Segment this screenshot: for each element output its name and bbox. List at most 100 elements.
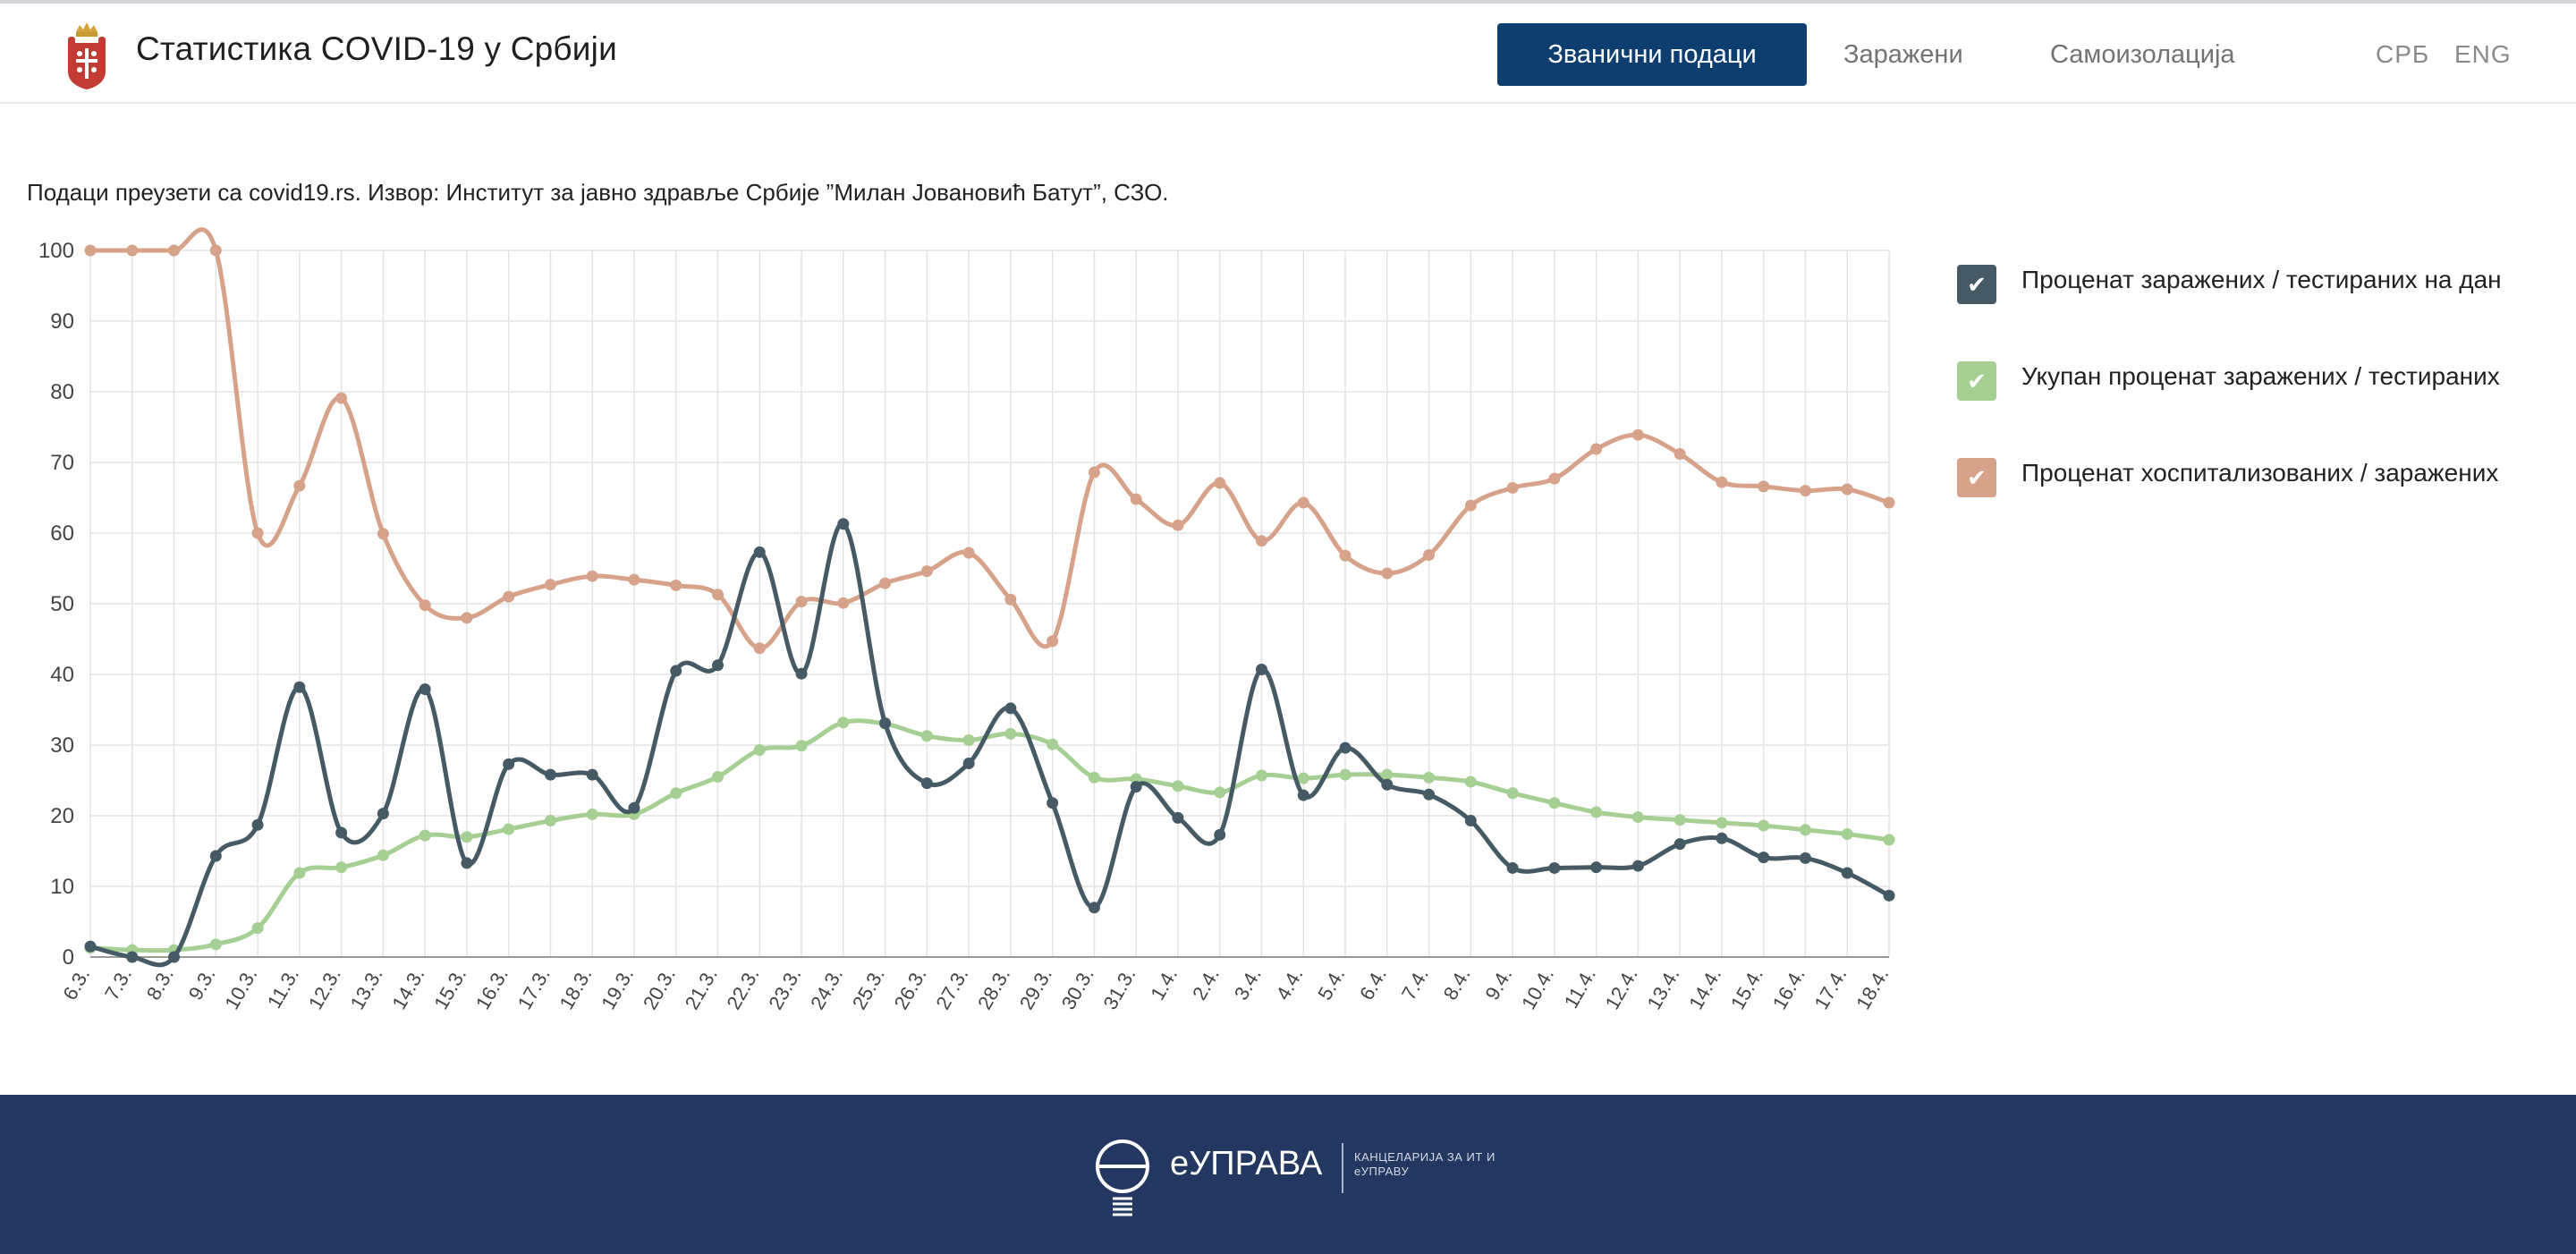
data-point: [962, 733, 975, 746]
x-tick-label: 17.4.: [1809, 964, 1851, 1013]
data-point: [377, 849, 389, 861]
data-point: [879, 717, 892, 730]
x-tick-label: 11.3.: [263, 964, 303, 1012]
euprava-logo[interactable]: еУПРАВА КАНЦЕЛАРИЈА ЗА ИТ И еУПРАВУ: [1091, 1131, 1495, 1220]
data-point: [1464, 499, 1477, 512]
data-point: [335, 392, 348, 404]
data-point: [1046, 797, 1059, 809]
checkbox-checked-icon[interactable]: ✔: [1957, 458, 1996, 497]
nav-link-infected[interactable]: Заражени: [1843, 40, 1963, 69]
data-point: [1339, 549, 1352, 562]
x-tick-label: 14.3.: [387, 964, 428, 1013]
data-point: [1130, 781, 1142, 793]
data-point: [1548, 797, 1561, 809]
logo-divider: [1342, 1143, 1343, 1193]
data-point: [503, 590, 515, 603]
data-point: [419, 829, 431, 842]
serbia-coat-of-arms-logo[interactable]: [64, 20, 109, 91]
data-point: [1841, 867, 1853, 879]
data-point: [1046, 738, 1059, 750]
data-point: [1464, 775, 1477, 788]
x-tick-label: 27.3.: [931, 964, 972, 1013]
data-point: [1799, 824, 1811, 836]
data-point: [84, 940, 97, 953]
x-tick-label: 8.4.: [1439, 964, 1475, 1004]
data-point: [377, 528, 389, 540]
lang-eng-link[interactable]: ENG: [2454, 40, 2512, 68]
data-point: [1674, 448, 1686, 461]
data-point: [1799, 485, 1811, 497]
data-point: [1758, 819, 1770, 832]
x-tick-label: 17.3.: [513, 964, 555, 1013]
data-point: [1590, 861, 1603, 874]
data-point: [377, 808, 389, 820]
x-tick-label: 23.3.: [764, 964, 805, 1013]
data-point: [670, 665, 682, 677]
legend-item-total-positive-rate[interactable]: ✔ Укупан проценат заражених / тестираних: [1957, 358, 2547, 454]
data-point: [628, 801, 640, 814]
x-tick-label: 16.4.: [1768, 964, 1809, 1013]
y-tick-label: 30: [50, 733, 74, 758]
data-point: [1548, 861, 1561, 874]
legend-item-daily-positive-rate[interactable]: ✔ Проценат заражених / тестираних на дан: [1957, 261, 2547, 358]
legend-label: Укупан проценат заражених / тестираних: [2021, 362, 2500, 390]
data-point: [1297, 772, 1309, 784]
data-point: [1423, 548, 1436, 561]
data-point: [461, 857, 473, 869]
x-tick-label: 20.3.: [639, 964, 680, 1013]
data-point: [1590, 806, 1603, 818]
legend-item-hospitalized-rate[interactable]: ✔ Проценат хоспитализованих / заражених: [1957, 454, 2547, 551]
top-navbar: Статистика COVID-19 у Србији Званични по…: [0, 4, 2576, 104]
x-tick-label: 3.4.: [1230, 964, 1266, 1004]
x-tick-label: 9.4.: [1480, 964, 1516, 1004]
lang-srb-link[interactable]: СРБ: [2376, 40, 2430, 68]
data-point: [837, 597, 850, 609]
data-point: [920, 777, 933, 790]
data-point: [293, 867, 306, 879]
data-point: [1088, 466, 1100, 479]
data-point: [1423, 771, 1436, 784]
data-point: [1255, 663, 1267, 675]
data-point: [293, 681, 306, 693]
data-point: [1758, 852, 1770, 864]
x-tick-label: 22.3.: [722, 964, 763, 1013]
data-point: [1088, 771, 1100, 784]
x-tick-label: 30.3.: [1057, 964, 1098, 1013]
checkbox-checked-icon[interactable]: ✔: [1957, 265, 1996, 304]
legend-label: Проценат хоспитализованих / заражених: [2021, 459, 2499, 487]
y-tick-label: 20: [50, 804, 74, 828]
data-point: [753, 642, 766, 655]
data-point: [795, 740, 808, 752]
data-point: [837, 518, 850, 530]
data-point: [586, 808, 598, 820]
series-line: [89, 718, 1890, 953]
x-tick-label: 10.4.: [1517, 964, 1558, 1013]
x-tick-label: 13.4.: [1642, 964, 1683, 1013]
y-tick-label: 50: [50, 592, 74, 616]
data-point: [1381, 778, 1394, 791]
data-point: [920, 565, 933, 578]
data-point: [544, 579, 556, 591]
y-tick-label: 90: [50, 309, 74, 334]
x-tick-label: 8.3.: [142, 964, 178, 1004]
data-point: [1172, 811, 1184, 824]
data-point: [335, 826, 348, 839]
data-point: [1716, 832, 1728, 844]
data-point: [712, 659, 724, 672]
nav-official-data-button[interactable]: Званични подаци: [1497, 23, 1807, 86]
data-point: [168, 244, 181, 257]
data-point: [335, 861, 348, 874]
data-source-note: Подаци преузети са covid19.rs. Извор: Ин…: [27, 179, 1169, 206]
x-tick-label: 11.4.: [1560, 964, 1600, 1012]
data-point: [1004, 593, 1017, 606]
checkbox-checked-icon[interactable]: ✔: [1957, 361, 1996, 401]
x-tick-label: 12.3.: [304, 964, 345, 1013]
nav-link-self-isolation[interactable]: Самоизолација: [2050, 40, 2235, 69]
data-point: [503, 758, 515, 770]
data-point: [251, 527, 264, 539]
y-tick-label: 80: [50, 380, 74, 404]
data-point: [920, 730, 933, 742]
chart-legend: ✔ Проценат заражених / тестираних на дан…: [1957, 261, 2547, 551]
data-point: [1883, 834, 1895, 846]
y-tick-label: 100: [38, 239, 74, 263]
